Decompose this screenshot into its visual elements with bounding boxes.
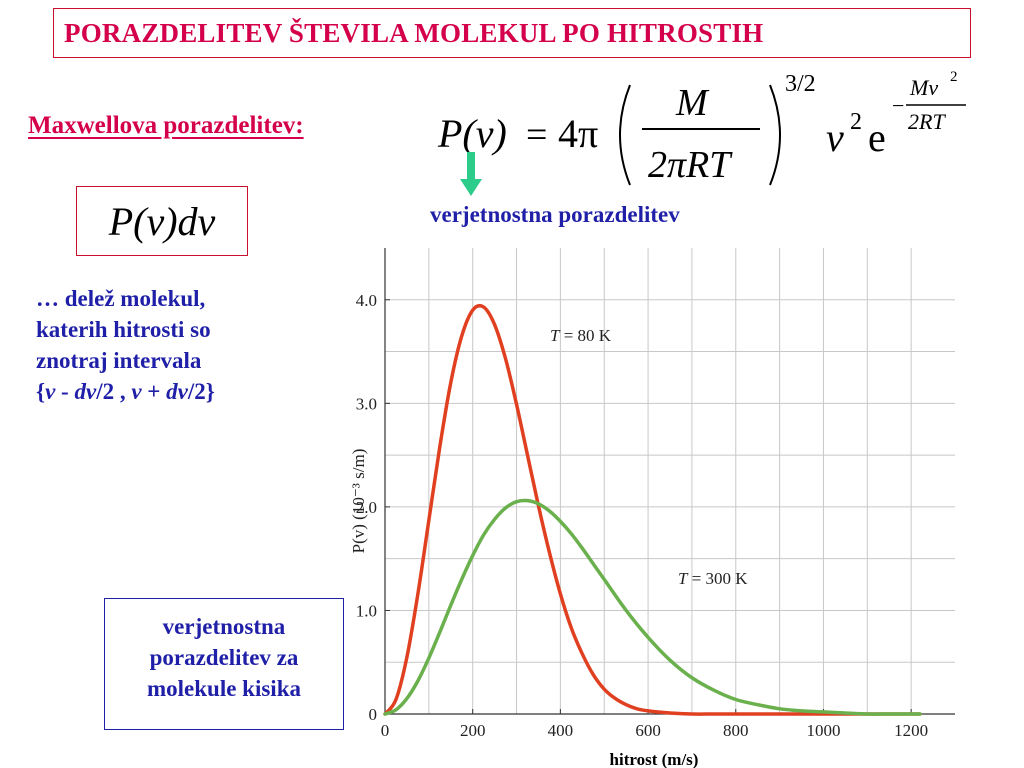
chart-grid: [385, 248, 955, 714]
x-tick-label: 600: [635, 721, 661, 740]
y-tick-label: 4.0: [356, 291, 377, 310]
y-tick-label: 2.0: [356, 498, 377, 517]
formula-equals: =: [526, 114, 547, 156]
x-tick-label: 0: [381, 721, 390, 740]
x-tick-label: 1000: [806, 721, 840, 740]
series-label: T = 80 K: [550, 326, 612, 345]
maxwell-formula: P(v) = 4π M 2πRT 3/2 v 2 e − Mv 2 2RT: [437, 69, 966, 186]
y-tick-label: 3.0: [356, 394, 377, 413]
note-line: porazdelitev za: [149, 645, 299, 670]
maxwell-label: Maxwellova porazdelitev:: [28, 112, 304, 139]
formula-v-exp: 2: [850, 109, 862, 135]
curve-300k: [383, 498, 922, 716]
x-tick-label: 400: [548, 721, 574, 740]
chart-curves: [383, 303, 922, 716]
x-tick-label: 800: [723, 721, 749, 740]
formula-coef: 4π: [558, 111, 598, 156]
x-tick-label: 200: [460, 721, 486, 740]
note-line: verjetnostna: [162, 614, 286, 639]
formula-power: 3/2: [785, 71, 816, 97]
y-tick-label: 1.0: [356, 601, 377, 620]
chart-axes: [384, 248, 955, 715]
down-arrow-icon: [460, 152, 482, 196]
note-line: molekule kisika: [146, 676, 301, 701]
maxwell-chart: 0 200 400 600 800 1000 1200 0 1.0 2.0 3.0 4.0 T = 8…: [349, 248, 955, 768]
description-line: katerih hitrosti so: [36, 317, 211, 342]
formula-exp-num: Mv: [909, 75, 938, 100]
description-interval: {v - dv/2 , v + dv/2}: [36, 379, 215, 404]
x-axis-label: hitrost (m/s): [610, 750, 699, 768]
description-line: znotraj intervala: [36, 348, 202, 373]
description-text: … delež molekul, katerih hitrosti so zno…: [36, 283, 336, 407]
page-title: PORAZDELITEV ŠTEVILA MOLEKUL PO HITROSTI…: [53, 8, 971, 58]
formula-exp-den: 2RT: [908, 109, 946, 134]
pvdv-box: P(v)dv: [76, 186, 248, 256]
chart-ticks: 0 200 400 600 800 1000 1200 0 1.0 2.0 3.0 4.0: [356, 291, 928, 740]
chart-labels: T = 80 K T = 300 K P(v) (10⁻³ s/m) hitrost …: [349, 326, 748, 768]
formula-lhs: P(v): [437, 111, 507, 156]
formula-e: e: [868, 115, 886, 160]
formula-exp-sign: −: [892, 93, 904, 118]
formula-numerator: M: [675, 82, 710, 124]
x-tick-label: 1200: [894, 721, 928, 740]
formula-v: v: [826, 115, 844, 160]
paren-left: [619, 84, 631, 186]
note-box: verjetnostna porazdelitev za molekule ki…: [104, 598, 344, 730]
series-label: T = 300 K: [678, 569, 748, 588]
paren-right: [769, 84, 781, 186]
y-tick-label: 0: [369, 705, 378, 724]
distribution-label: verjetnostna porazdelitev: [430, 202, 680, 227]
description-line: … delež molekul,: [36, 286, 206, 311]
curve-80k: [383, 303, 922, 716]
formula-exp-num-power: 2: [950, 69, 958, 85]
formula-denominator: 2πRT: [648, 144, 733, 186]
y-axis-label: P(v) (10⁻³ s/m): [349, 449, 368, 554]
